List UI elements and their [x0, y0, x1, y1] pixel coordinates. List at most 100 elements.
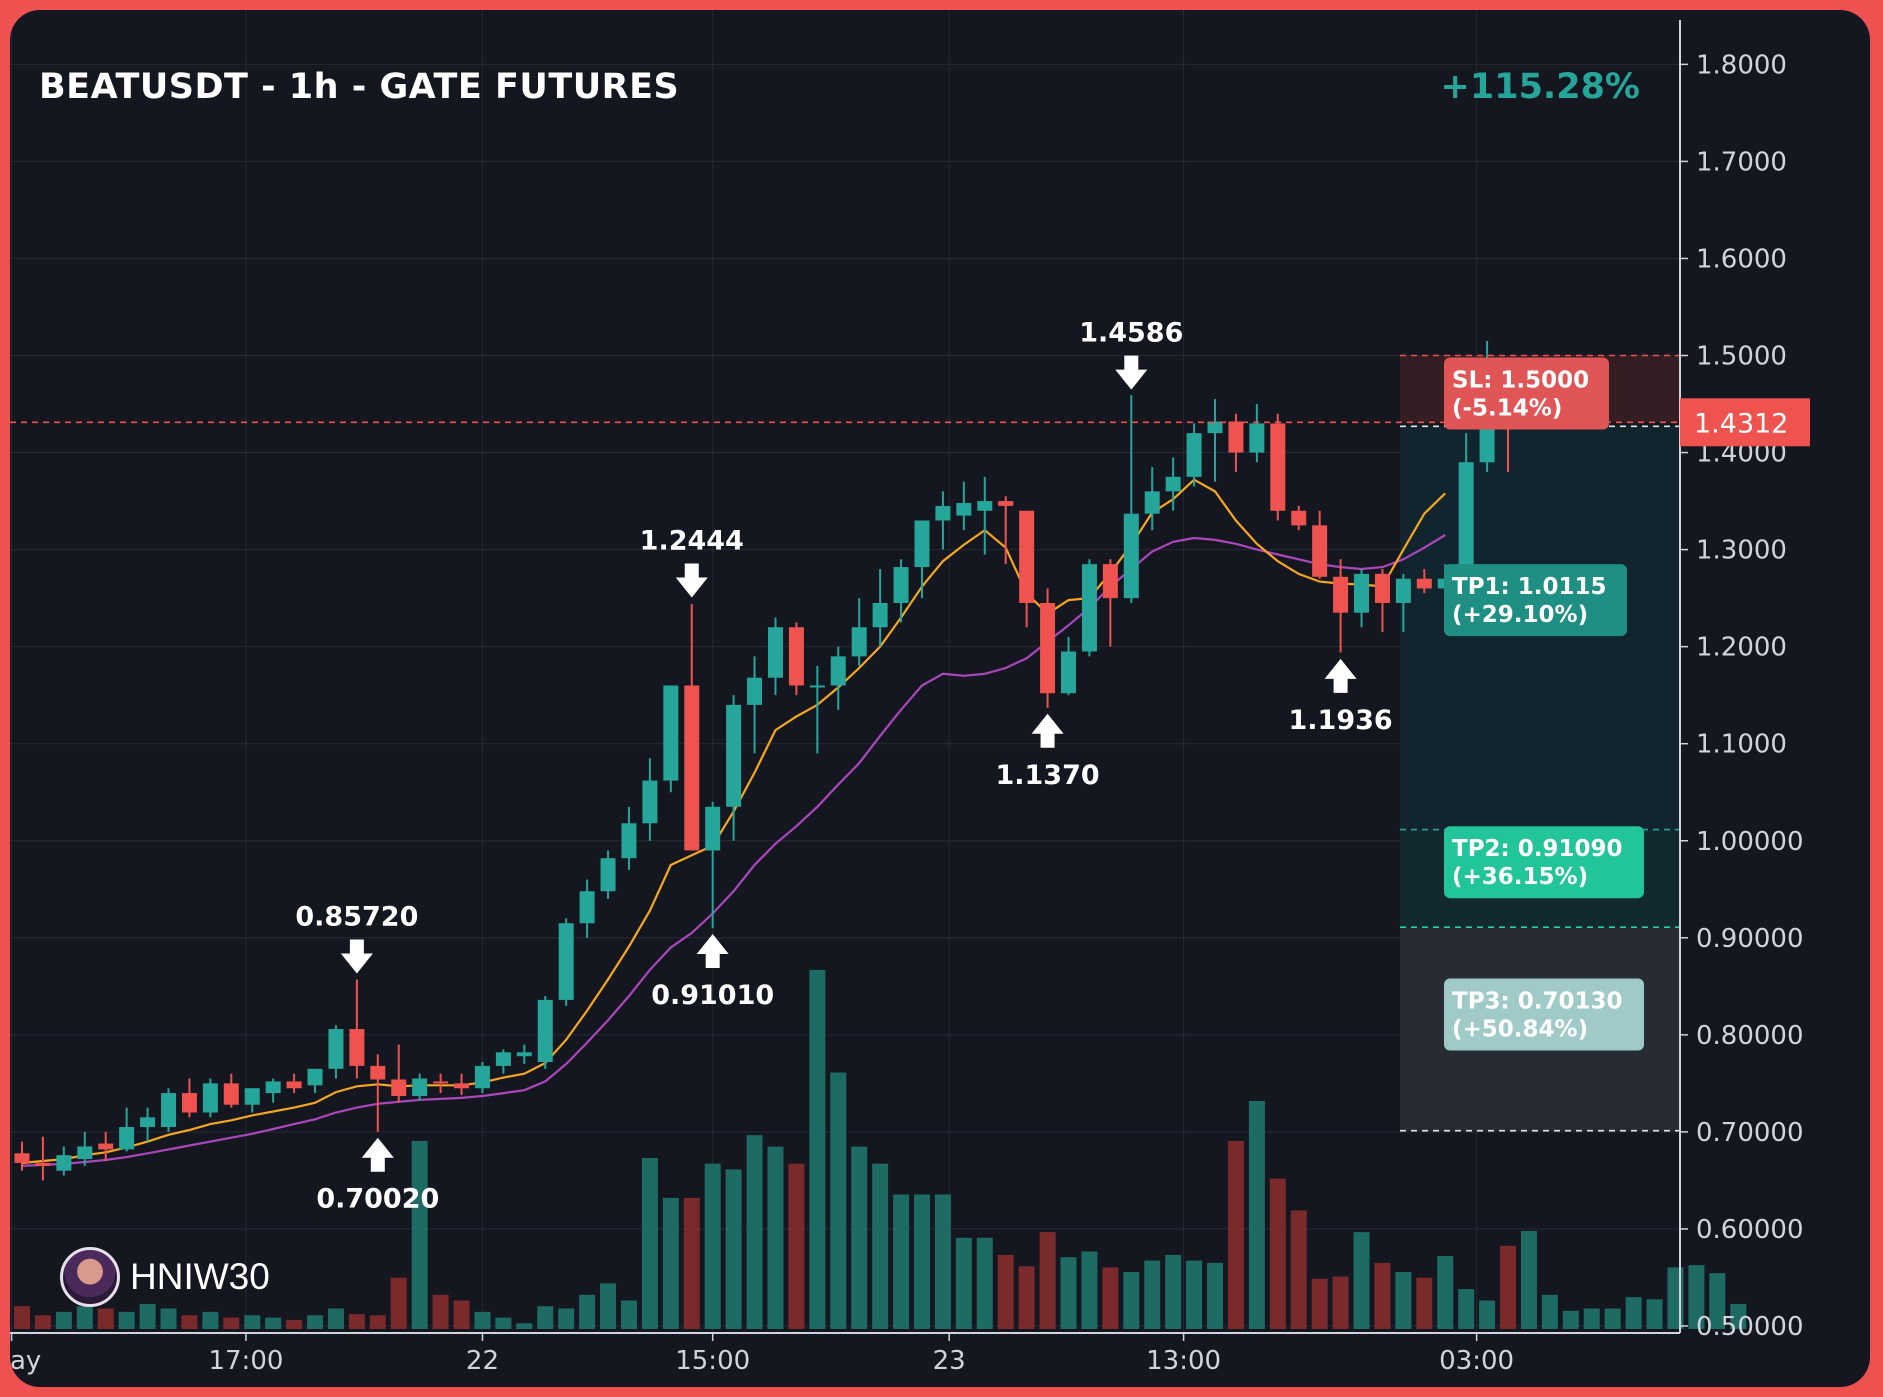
- tp1-label-box: [1444, 564, 1627, 637]
- candle: [579, 879, 595, 938]
- candle: [851, 598, 867, 667]
- candle-body: [307, 1068, 323, 1086]
- pivot-label: 1.1936: [1288, 705, 1392, 736]
- candle-body: [1186, 433, 1202, 477]
- volume-bar: [1667, 1267, 1684, 1329]
- candle: [726, 695, 742, 841]
- candle: [307, 1068, 323, 1094]
- candle: [349, 979, 365, 1079]
- candle-body: [558, 923, 574, 1000]
- volume-bar: [516, 1323, 533, 1329]
- volume-bar: [746, 1135, 763, 1329]
- time-tick-label: ay: [10, 1346, 41, 1376]
- candle-body: [642, 780, 658, 824]
- candle-body: [119, 1127, 135, 1150]
- candle-body: [35, 1162, 51, 1166]
- tp3-label-line1: TP3: 0.70130: [1452, 989, 1623, 1015]
- candle-body: [1102, 564, 1118, 599]
- volume-bar: [244, 1315, 261, 1329]
- candle-body: [747, 677, 763, 705]
- price-chart[interactable]: SL: 1.5000(-5.14%)TP1: 1.0115(+29.10%)TP…: [10, 10, 1870, 1387]
- candle: [328, 1025, 344, 1079]
- price-tick-label: 1.6000: [1696, 244, 1787, 274]
- time-axis: ay 17:00 22 15:00 23 13:00 03:00: [10, 1332, 1680, 1376]
- pivot-marker: 1.1370: [995, 713, 1100, 791]
- volume-bar: [327, 1308, 344, 1329]
- candle: [412, 1073, 428, 1101]
- candle-body: [684, 685, 700, 851]
- candle: [56, 1146, 72, 1176]
- performance-label: +115.28%: [1440, 67, 1640, 107]
- candle: [1102, 559, 1118, 647]
- volume-bar: [1353, 1232, 1370, 1329]
- volume-bar: [955, 1237, 972, 1329]
- candle-body: [767, 627, 783, 678]
- candle-body: [1333, 576, 1349, 613]
- volume-bar: [1458, 1289, 1475, 1329]
- volume-bar: [1730, 1303, 1747, 1329]
- volume-bar: [1709, 1273, 1726, 1329]
- candle-body: [788, 627, 804, 686]
- candle: [161, 1088, 177, 1132]
- arrow-up-icon: [696, 933, 729, 968]
- tp2-label: TP2: 0.91090(+36.15%): [1444, 826, 1644, 899]
- candle-body: [161, 1093, 177, 1128]
- volume-bar: [1290, 1210, 1307, 1329]
- candle: [998, 496, 1014, 565]
- brand-name: HNIW30: [130, 1256, 270, 1297]
- candle: [1354, 569, 1370, 628]
- pivot-label: 0.70020: [316, 1184, 439, 1215]
- pivot-marker: 0.70020: [316, 1137, 439, 1215]
- volume-bar: [1437, 1256, 1454, 1329]
- volume-bar: [1688, 1265, 1705, 1329]
- candle-body: [998, 501, 1014, 506]
- candle-body: [705, 806, 721, 851]
- candle-body: [433, 1081, 449, 1084]
- time-tick-label: 22: [466, 1346, 499, 1376]
- candle: [809, 666, 825, 754]
- arrow-up-icon: [1324, 658, 1357, 693]
- candle: [1186, 423, 1202, 487]
- candle: [872, 569, 888, 647]
- candle-body: [244, 1088, 260, 1105]
- candle: [767, 617, 783, 696]
- volume-bar: [558, 1308, 575, 1329]
- candle-body: [579, 891, 595, 924]
- pivot-marker: 1.1936: [1288, 658, 1393, 736]
- volume-bar: [725, 1169, 742, 1329]
- ema-slow-line: [21, 534, 1446, 1167]
- time-tick-label: 03:00: [1439, 1346, 1514, 1376]
- volume-bar: [600, 1283, 617, 1329]
- candle-body: [1061, 651, 1076, 694]
- volume-bar: [348, 1314, 365, 1329]
- time-tick-label: 23: [933, 1346, 966, 1376]
- candle: [1040, 588, 1056, 708]
- tp2-label-line1: TP2: 0.91090: [1452, 836, 1623, 862]
- price-tick-label: 1.8000: [1696, 50, 1787, 80]
- candle: [1374, 569, 1390, 633]
- candle: [537, 996, 553, 1069]
- candle-body: [1144, 491, 1160, 514]
- candle: [1416, 569, 1432, 594]
- candle: [516, 1044, 532, 1064]
- volume-bar: [809, 969, 826, 1329]
- candle-body: [223, 1083, 239, 1105]
- candle-body: [1270, 423, 1286, 511]
- price-tick-label: 0.90000: [1696, 924, 1804, 954]
- candle: [265, 1078, 281, 1103]
- volume-bar: [1646, 1299, 1663, 1329]
- candle: [1333, 559, 1349, 653]
- candle: [474, 1062, 490, 1094]
- pivot-annotations: 0.85720 0.70020 1.2444 0.91010 1.1370 1.4586 1…: [295, 318, 1392, 1215]
- volume-bar: [1123, 1272, 1140, 1329]
- candle-body: [1374, 573, 1390, 603]
- price-tick-label: 1.2000: [1696, 633, 1787, 663]
- candle-body: [830, 656, 846, 686]
- candle-body: [495, 1052, 511, 1066]
- volume-bar: [34, 1315, 51, 1329]
- candle: [893, 559, 909, 623]
- volume-bar: [1165, 1254, 1182, 1329]
- candle-body: [202, 1083, 218, 1113]
- candle-body: [956, 503, 972, 516]
- price-tick-label: 0.50000: [1696, 1312, 1804, 1342]
